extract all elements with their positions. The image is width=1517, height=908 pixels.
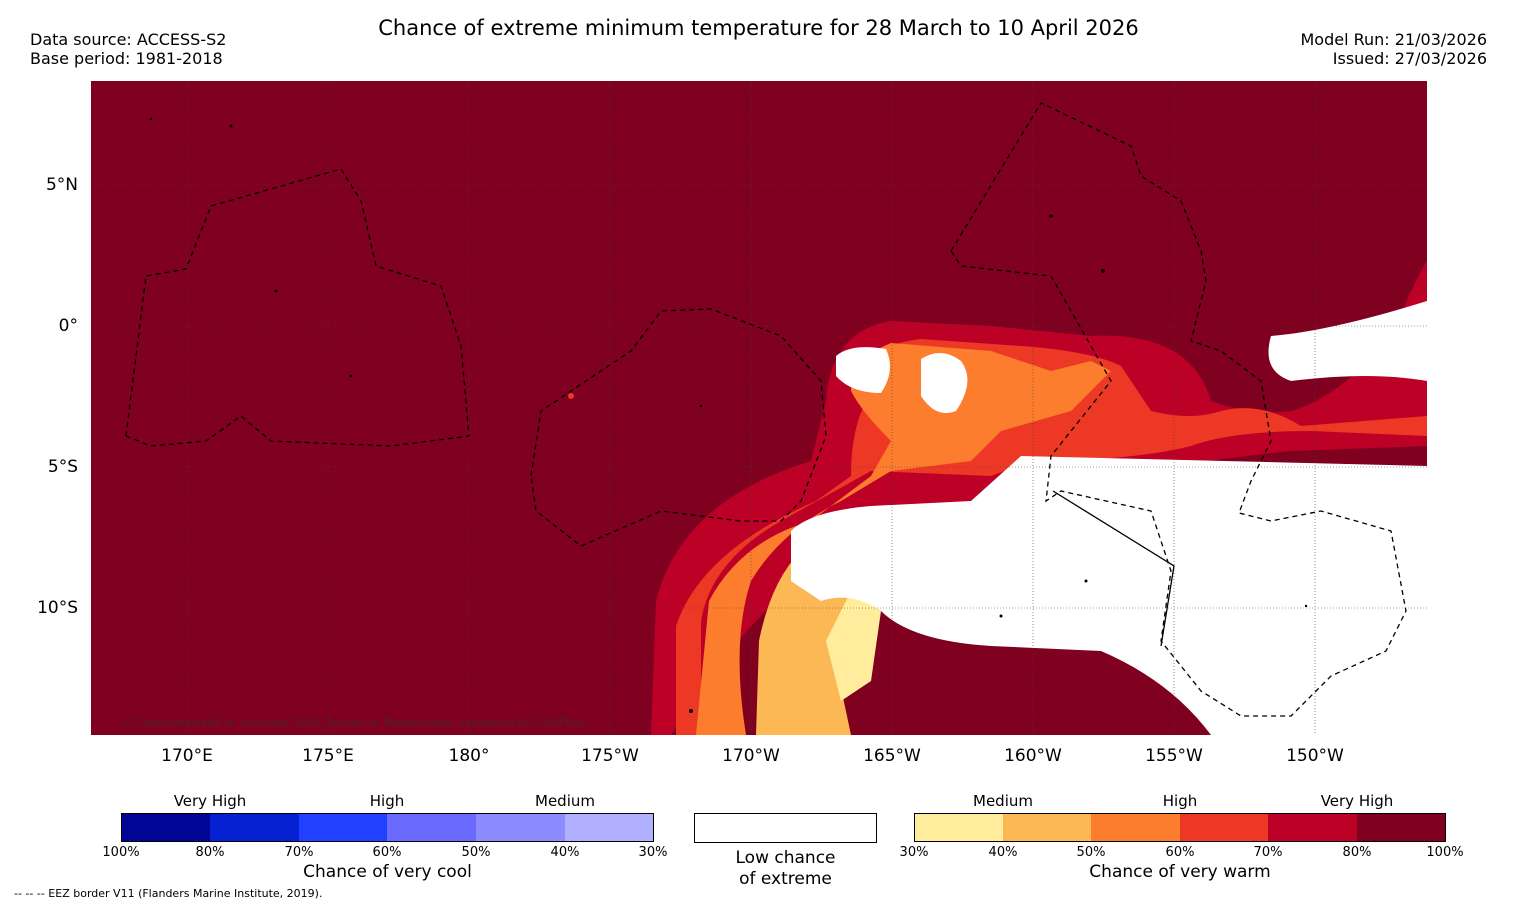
warm-tick: 40% <box>988 845 1018 860</box>
issued-date: Issued: 27/03/2026 <box>1332 49 1487 68</box>
island-marker <box>1049 214 1053 218</box>
eez-kiribati-gilberts <box>125 168 470 447</box>
eez-kiribati-phoenix <box>530 308 827 547</box>
lon-label-175e: 175°E <box>302 746 354 766</box>
run-info: Model Run: 21/03/2026 Issued: 27/03/2026 <box>1301 30 1488 68</box>
contour-60 <box>696 343 1111 735</box>
cool-colorbar <box>121 813 654 842</box>
cool-tick: 30% <box>638 845 668 860</box>
cool-tick: 60% <box>372 845 402 860</box>
cool-swatch-40-30 <box>565 813 653 842</box>
lat-label-10s: 10°S <box>37 598 78 618</box>
island-marker <box>229 124 233 128</box>
cool-swatch-100-80 <box>121 813 210 842</box>
cool-swatch-80-70 <box>210 813 299 842</box>
warm-swatch-30-40 <box>914 813 1003 842</box>
eez-borders <box>125 102 1407 717</box>
island-marker <box>689 709 693 713</box>
warm-colorbar <box>914 813 1446 842</box>
cool-tick: 80% <box>195 845 225 860</box>
warm-tick: 60% <box>1165 845 1195 860</box>
cool-tick: 40% <box>550 845 580 860</box>
model-run: Model Run: 21/03/2026 <box>1300 30 1488 49</box>
warm-swatch-80-100 <box>1357 813 1445 842</box>
probability-contours <box>651 261 1427 735</box>
warm-tick: 50% <box>1076 845 1106 860</box>
lon-label-160w: 160°W <box>1004 746 1062 766</box>
island-marker <box>274 289 278 293</box>
gridlines <box>91 81 1427 735</box>
lon-label-155w: 155°W <box>1145 746 1203 766</box>
low-chance-pocket-3 <box>1268 301 1427 381</box>
low-chance-swatch <box>694 813 877 843</box>
lon-label-170w: 170°W <box>722 746 780 766</box>
cool-level-medium: Medium <box>535 792 595 810</box>
cool-level-very-high: Very High <box>173 792 247 810</box>
map-copyright: © Commonwealth of Australia 2026, Bureau… <box>121 716 584 729</box>
forecast-map: © Commonwealth of Australia 2026, Bureau… <box>91 81 1427 735</box>
cool-swatch-70-60 <box>299 813 387 842</box>
lat-label-equator: 0° <box>58 316 78 336</box>
lon-label-150w: 150°W <box>1286 746 1344 766</box>
cool-tick: 50% <box>461 845 491 860</box>
cool-swatch-60-50 <box>387 813 476 842</box>
low-chance-pocket-2 <box>921 352 968 414</box>
warm-swatch-40-50 <box>1003 813 1091 842</box>
warm-tick: 70% <box>1253 845 1283 860</box>
island-marker <box>568 393 574 399</box>
low-chance-south <box>791 456 1427 735</box>
eez-kiribati-line <box>950 102 1407 717</box>
island-marker <box>349 374 353 378</box>
low-chance-line2: of extreme <box>739 869 832 889</box>
data-source-info: Data source: ACCESS-S2 Base period: 1981… <box>30 30 226 68</box>
low-chance-pocket-1 <box>836 347 890 393</box>
warm-tick: 30% <box>899 845 929 860</box>
warm-swatch-60-70 <box>1180 813 1268 842</box>
lon-label-175w: 175°W <box>581 746 639 766</box>
warm-level-high: High <box>1162 792 1198 810</box>
base-period: Base period: 1981-2018 <box>30 49 223 68</box>
eez-footnote: -- -- -- EEZ border V11 (Flanders Marine… <box>14 887 323 900</box>
contour-40 <box>826 591 881 701</box>
cool-level-high: High <box>369 792 405 810</box>
lat-label-5n: 5°N <box>45 175 78 195</box>
low-chance-line1: Low chance <box>735 848 836 868</box>
cool-legend-title: Chance of very cool <box>303 862 472 882</box>
lat-label-5s: 5°S <box>47 457 78 477</box>
cool-swatch-50-40 <box>476 813 565 842</box>
lon-label-180: 180° <box>448 746 490 766</box>
warm-tick: 80% <box>1342 845 1372 860</box>
island-marker <box>149 117 153 121</box>
cool-tick: 100% <box>102 845 140 860</box>
islands <box>149 117 1308 713</box>
island-marker <box>1101 269 1105 273</box>
warm-tick: 100% <box>1426 845 1464 860</box>
lon-label-165w: 165°W <box>863 746 921 766</box>
warm-swatch-70-80 <box>1268 813 1357 842</box>
warm-legend-title: Chance of very warm <box>1089 862 1271 882</box>
eez-solid-border <box>1052 490 1175 647</box>
island-marker <box>1084 579 1088 583</box>
warm-swatch-50-60 <box>1091 813 1180 842</box>
map-title: Chance of extreme minimum temperature fo… <box>378 16 1139 40</box>
data-source: Data source: ACCESS-S2 <box>30 30 227 49</box>
island-marker <box>1304 604 1308 608</box>
contour-70 <box>676 339 1427 735</box>
lon-label-170e: 170°E <box>161 746 213 766</box>
low-chance-label: Low chance of extreme <box>694 848 877 890</box>
cool-tick: 70% <box>284 845 314 860</box>
warm-level-medium: Medium <box>973 792 1033 810</box>
warm-level-very-high: Very High <box>1320 792 1394 810</box>
island-marker <box>999 614 1003 618</box>
island-marker <box>699 404 703 408</box>
